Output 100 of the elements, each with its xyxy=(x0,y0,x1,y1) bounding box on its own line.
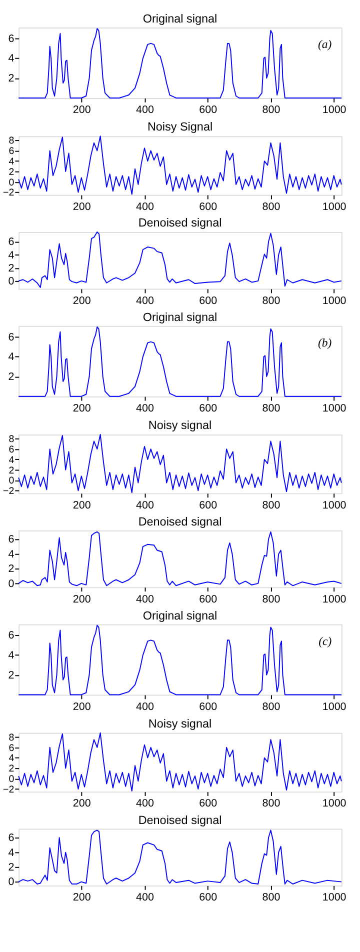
y-tick-label: 0 xyxy=(8,476,15,487)
x-tick-label: 800 xyxy=(262,402,280,415)
y-tick-label: 0 xyxy=(8,578,14,590)
x-tick-label: 200 xyxy=(72,499,91,512)
chart-title: Original signal xyxy=(142,12,218,26)
x-tick-label: 800 xyxy=(262,201,280,213)
y-tick-label: 6 xyxy=(8,630,14,642)
x-tick-label: 400 xyxy=(136,201,154,213)
x-tick-label: 800 xyxy=(262,104,280,116)
x-tick-label: 800 xyxy=(262,892,280,904)
x-tick-label: 1000 xyxy=(322,201,346,213)
x-tick-label: 1000 xyxy=(322,593,346,606)
line-series xyxy=(18,232,342,288)
x-tick-label: 1000 xyxy=(322,700,346,713)
x-tick-label: 400 xyxy=(136,402,154,415)
y-tick-label: −2 xyxy=(3,188,14,199)
y-tick-label: −2 xyxy=(3,784,14,796)
y-tick-label: 8 xyxy=(8,434,14,446)
x-tick-label: 200 xyxy=(72,700,91,713)
line-series xyxy=(18,624,342,696)
y-tick-label: 2 xyxy=(8,861,14,874)
x-tick-label: 200 xyxy=(72,201,91,213)
y-tick-label: 0 xyxy=(8,275,14,288)
y-tick-label: 4 xyxy=(8,454,15,466)
y-tick-label: 2 xyxy=(8,669,14,682)
x-tick-label: 400 xyxy=(136,104,154,116)
chart-title: Denoised signal xyxy=(138,216,222,230)
y-tick-label: 6 xyxy=(8,742,14,754)
x-tick-label: 400 xyxy=(136,593,154,606)
x-tick-label: 400 xyxy=(136,798,154,810)
chart-title: Noisy signal xyxy=(148,717,212,730)
y-tick-label: 6 xyxy=(8,832,14,844)
x-tick-label: 1000 xyxy=(322,798,346,810)
chart-title: Original signal xyxy=(142,609,218,622)
chart-title: Noisy Signal xyxy=(147,120,213,134)
y-tick-label: 6 xyxy=(8,146,14,158)
x-tick-label: 600 xyxy=(199,294,218,307)
line-series xyxy=(18,732,342,792)
y-tick-label: 2 xyxy=(8,72,14,85)
x-tick-label: 200 xyxy=(72,104,91,116)
x-tick-label: 800 xyxy=(262,499,280,512)
y-tick-label: 0 xyxy=(8,774,15,786)
y-tick-label: 0 xyxy=(8,876,14,888)
line-series xyxy=(18,136,342,195)
chart-title: Noisy signal xyxy=(148,418,212,432)
x-tick-label: 800 xyxy=(262,700,280,713)
x-tick-label: 600 xyxy=(199,402,218,415)
y-tick-label: 2 xyxy=(8,764,14,775)
x-tick-label: 400 xyxy=(136,499,154,512)
y-tick-label: 4 xyxy=(8,649,14,662)
x-tick-label: 800 xyxy=(262,593,280,606)
x-tick-label: 1000 xyxy=(322,402,346,415)
x-tick-label: 600 xyxy=(199,798,218,810)
annotation: (b) xyxy=(318,336,332,350)
annotation: (a) xyxy=(318,38,332,52)
y-tick-label: 2 xyxy=(8,370,14,383)
x-tick-label: 600 xyxy=(199,892,218,904)
y-tick-label: 6 xyxy=(8,236,14,248)
x-tick-label: 600 xyxy=(199,201,218,213)
y-tick-label: 4 xyxy=(8,846,14,859)
x-tick-label: 400 xyxy=(136,700,154,713)
chart-title: Denoised signal xyxy=(138,515,222,528)
x-tick-label: 1000 xyxy=(322,892,346,904)
line-series xyxy=(18,28,342,98)
y-tick-label: 4 xyxy=(8,156,15,168)
x-tick-label: 200 xyxy=(72,593,91,606)
x-tick-label: 400 xyxy=(136,294,154,307)
y-tick-label: 2 xyxy=(8,166,14,178)
line-series xyxy=(18,326,342,397)
y-tick-label: 8 xyxy=(8,732,14,744)
chart-title: Original signal xyxy=(142,311,218,324)
y-tick-label: 6 xyxy=(8,534,14,546)
y-tick-label: 4 xyxy=(8,753,15,764)
x-tick-label: 400 xyxy=(136,892,154,904)
y-tick-label: 8 xyxy=(8,136,14,147)
x-tick-label: 800 xyxy=(262,294,280,307)
line-series xyxy=(18,830,342,885)
x-tick-label: 200 xyxy=(72,892,91,904)
x-tick-label: 1000 xyxy=(322,294,346,307)
y-tick-label: 4 xyxy=(8,548,14,560)
y-tick-label: 2 xyxy=(8,563,14,576)
x-tick-label: 200 xyxy=(72,402,91,415)
y-tick-label: 2 xyxy=(8,262,14,274)
chart-title: Denoised signal xyxy=(138,814,222,827)
y-tick-label: 2 xyxy=(8,465,14,476)
x-tick-label: 1000 xyxy=(322,499,346,512)
y-tick-label: −2 xyxy=(3,486,14,498)
x-tick-label: 1000 xyxy=(322,104,346,116)
x-tick-label: 200 xyxy=(72,294,91,307)
line-series xyxy=(18,531,342,586)
y-tick-label: 4 xyxy=(8,351,14,364)
annotation: (c) xyxy=(318,634,332,648)
x-tick-label: 600 xyxy=(199,593,218,606)
y-tick-label: 6 xyxy=(8,331,14,344)
x-tick-label: 600 xyxy=(199,499,218,512)
line-series xyxy=(18,434,342,494)
x-tick-label: 800 xyxy=(262,798,280,810)
x-tick-label: 600 xyxy=(199,700,218,713)
y-tick-label: 4 xyxy=(8,249,14,262)
y-tick-label: 6 xyxy=(8,32,14,45)
